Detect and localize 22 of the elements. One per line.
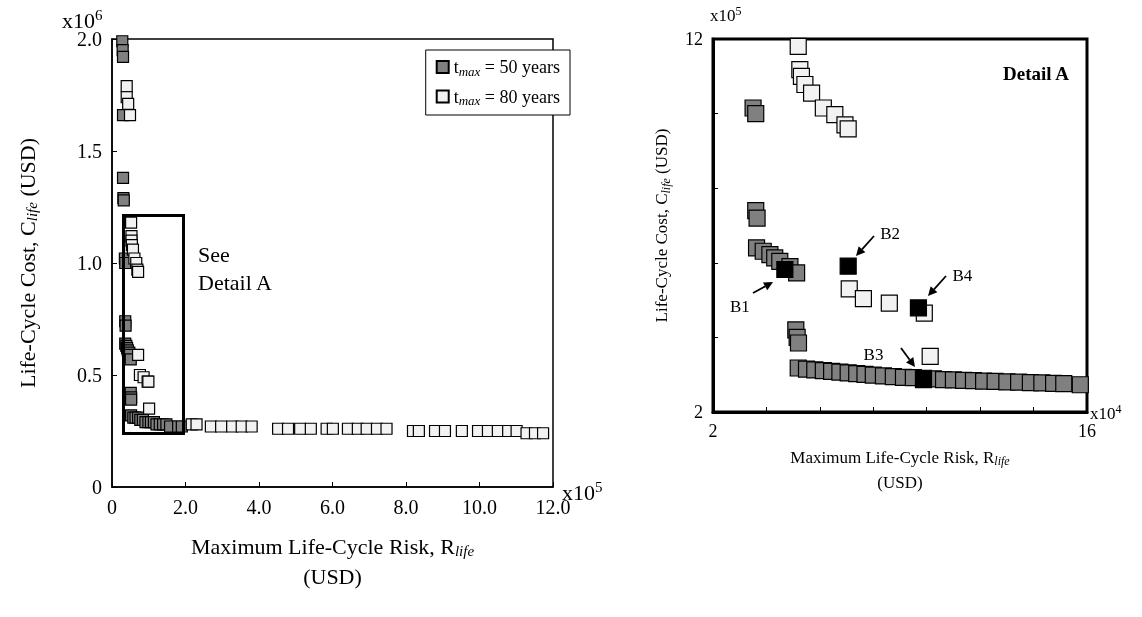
- annotation: See Detail A: [198, 241, 273, 295]
- x-tick-label: 10.0: [462, 496, 497, 518]
- y-tick-label: 0: [92, 476, 102, 498]
- x-tick-label: 16: [1078, 421, 1096, 441]
- y-axis-title: Life-Cycle Cost, Clife (USD): [652, 128, 673, 323]
- x-tick-label: 0: [107, 496, 117, 518]
- text: Detail A: [1002, 63, 1070, 84]
- y-axis-title: Life-Cycle Cost, Clife (USD): [14, 137, 40, 389]
- x-tick-label: 6.0: [320, 496, 345, 518]
- annotation: B4: [952, 265, 973, 286]
- annotation: B1: [729, 296, 750, 317]
- annotation: B3: [863, 344, 884, 365]
- y-tick-label: 1.5: [77, 140, 102, 162]
- x-tick-label: 4.0: [246, 496, 272, 518]
- y-tick-label: 12: [685, 29, 703, 49]
- y-tick-label: 2.0: [77, 28, 102, 50]
- annotation: B2: [880, 224, 901, 245]
- x-tick-label: 2.0: [173, 496, 198, 518]
- y-tick-label: 1.0: [77, 252, 102, 274]
- x-tick-label: 8.0: [393, 496, 419, 518]
- text: Maximum Life-Cycle Risk, Rlife (USD): [190, 533, 475, 589]
- y-tick-label: 0.5: [77, 364, 102, 386]
